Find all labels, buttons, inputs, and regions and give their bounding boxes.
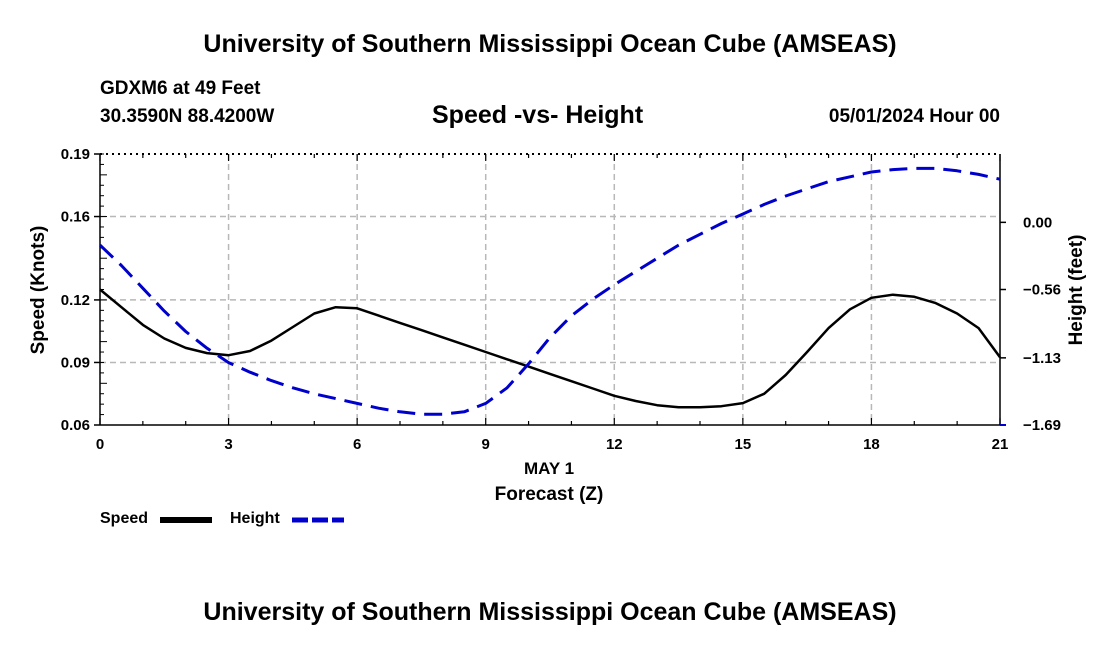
y-axis-label: Speed (Knots) (28, 226, 49, 355)
x-tick-label: 15 (735, 436, 752, 453)
x-tick-label: 3 (224, 436, 232, 453)
forecast-datetime: 05/01/2024 Hour 00 (828, 106, 1000, 127)
y-tick-label: 0.09 (61, 354, 90, 371)
y2-tick-label: −1.69 (1023, 417, 1061, 434)
y2-tick-label: −1.13 (1023, 350, 1061, 367)
page-title: University of Southern Mississippi Ocean… (203, 30, 897, 58)
y2-tick-label: −0.56 (1023, 282, 1061, 299)
station-coords: 30.3590N 88.4200W (100, 106, 275, 127)
chart-title: Speed -vs- Height (432, 101, 644, 129)
y-tick-label: 0.19 (61, 146, 90, 163)
y2-tick-label: 0.00 (1023, 214, 1052, 231)
footer-title: University of Southern Mississippi Ocean… (203, 598, 897, 626)
x-tick-label: 21 (992, 436, 1009, 453)
x-tick-label: 9 (482, 436, 490, 453)
y-tick-label: 0.12 (61, 292, 90, 309)
station-label: GDXM6 at 49 Feet (100, 78, 261, 99)
y-tick-label: 0.16 (61, 209, 90, 226)
x-tick-label: 12 (606, 436, 623, 453)
x-axis-label: Forecast (Z) (495, 484, 604, 505)
x-tick-label: 0 (96, 436, 104, 453)
x-tick-label: 6 (353, 436, 361, 453)
series-line-speed (99, 288, 1002, 409)
legend-label-speed: Speed (100, 510, 149, 527)
x-tick-label: 18 (863, 436, 880, 453)
series-line-height (98, 166, 1001, 416)
x-sublabel: MAY 1 (524, 459, 574, 478)
y-tick-label: 0.06 (61, 417, 90, 434)
legend-label-height: Height (230, 510, 280, 527)
y2-axis-label: Height (feet) (1066, 235, 1087, 346)
